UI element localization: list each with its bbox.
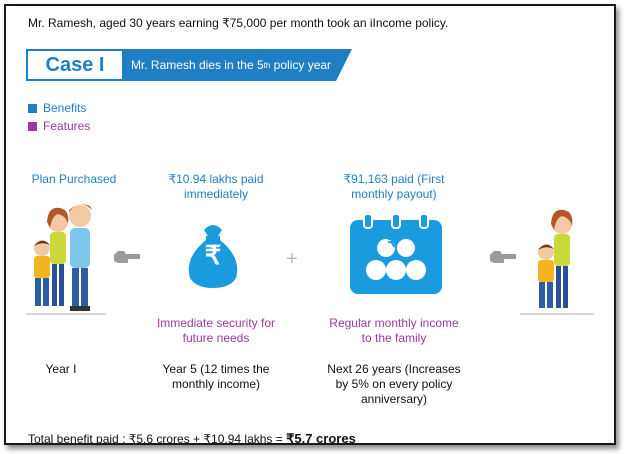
- year-5-label: Year 5 (12 times the monthly income): [162, 362, 270, 391]
- immediate-security-feature: Immediate security for future needs: [156, 316, 276, 345]
- pointing-hand-icon-2: [490, 251, 516, 263]
- money-bag-icon: [188, 225, 238, 288]
- calendar-money-icon: [350, 214, 442, 294]
- total-benefit: Total benefit paid : ₹5.6 crores + ₹10.9…: [28, 431, 356, 447]
- legend-benefits: Benefits: [28, 101, 86, 115]
- pointing-hand-icon: [114, 251, 140, 263]
- legend-features: Features: [28, 119, 90, 133]
- regular-income-feature: Regular monthly income to the family: [329, 316, 459, 345]
- money-bag-rupee-symbol: ₹: [204, 240, 222, 270]
- next-26-years-label: Next 26 years (Increases by 5% on every …: [327, 362, 461, 406]
- infographic-frame: Mr. Ramesh, aged 30 years earning ₹75,00…: [4, 4, 616, 447]
- monthly-payout-label: ₹91,163 paid (First monthly payout): [343, 172, 445, 201]
- legend-label-benefits: Benefits: [43, 101, 87, 115]
- plan-purchased-label: Plan Purchased: [31, 172, 117, 186]
- legend-label-features: Features: [43, 119, 91, 133]
- total-benefit-prefix: Total benefit paid : ₹5.6 crores + ₹10.9…: [28, 432, 287, 446]
- year-1-label: Year I: [45, 362, 77, 376]
- lump-sum-paid-label: ₹10.94 lakhs paid immediately: [168, 172, 264, 201]
- case-banner-sup: th: [263, 60, 271, 70]
- case-banner-rest: policy year: [270, 58, 332, 72]
- intro-text: Mr. Ramesh, aged 30 years earning ₹75,00…: [28, 16, 449, 30]
- calendar-rupee-symbol: ₹: [387, 234, 405, 250]
- plus-sign: +: [286, 248, 298, 270]
- total-benefit-amount: ₹5.7 crores: [286, 431, 356, 446]
- legend-swatch-features: [28, 121, 37, 131]
- family-illustration-icon: [26, 204, 106, 315]
- case-label: Case I: [26, 49, 124, 81]
- case-banner-text: Mr. Ramesh dies in the 5: [130, 58, 264, 72]
- legend-swatch-benefits: [28, 103, 37, 113]
- mother-son-illustration-icon: [520, 209, 594, 315]
